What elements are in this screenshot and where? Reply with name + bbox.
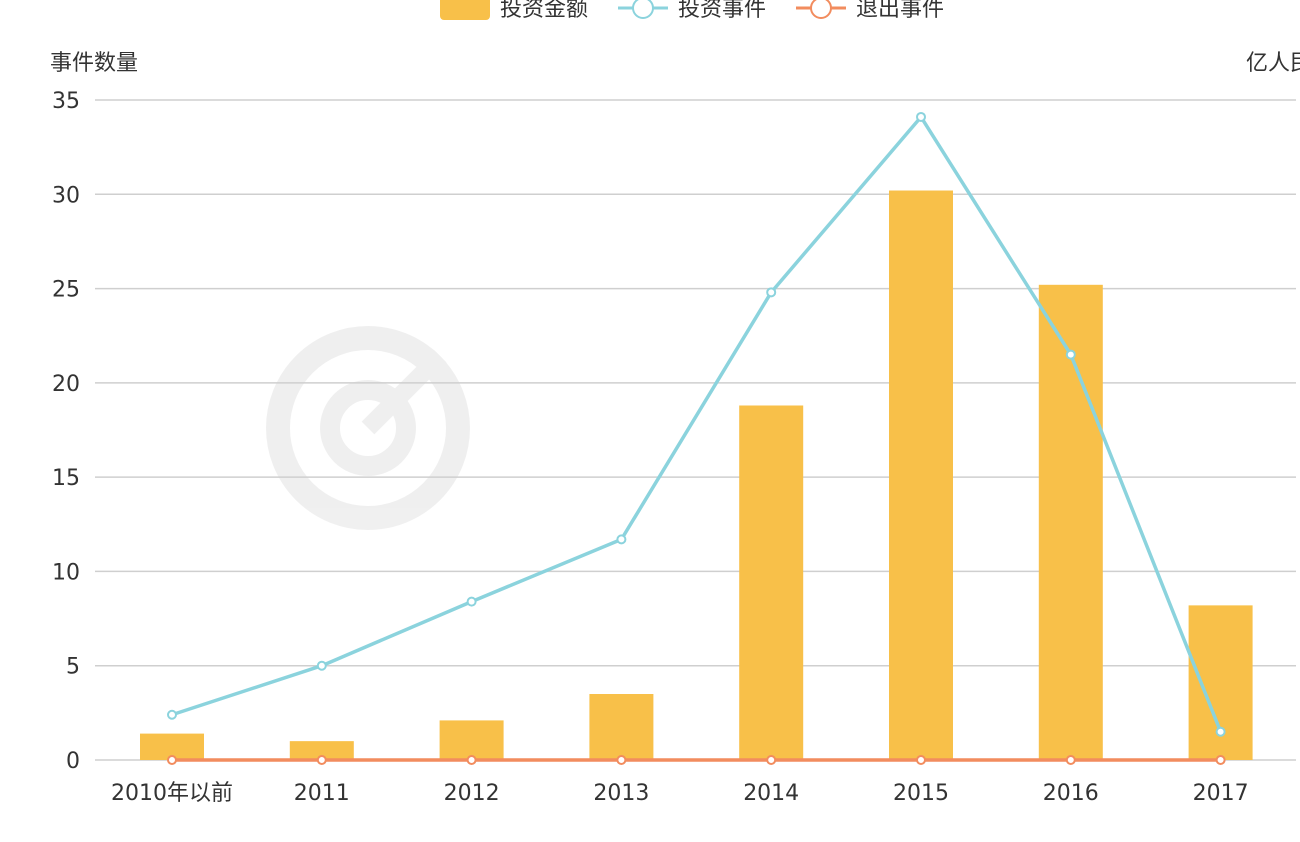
bar — [289, 741, 354, 760]
watermark — [266, 326, 470, 530]
bar-series — [140, 190, 1253, 760]
data-point — [316, 755, 327, 765]
y-tick-label: 35 — [52, 89, 80, 114]
x-tick-label: 2016 — [1043, 781, 1099, 806]
y-axis-ticks: 0 5 10 15 20 25 30 35 — [52, 89, 80, 774]
data-point — [1065, 349, 1076, 360]
x-tick-label: 2012 — [444, 781, 500, 806]
x-tick-label: 2013 — [593, 781, 649, 806]
data-point — [766, 755, 777, 765]
legend-swatch-marker — [632, 0, 654, 19]
data-point — [616, 755, 627, 765]
y2-axis-label: 亿人民币 — [1246, 51, 1300, 76]
x-tick-label: 2015 — [893, 781, 949, 806]
legend-label: 投资金额 — [500, 0, 588, 22]
y-tick-label: 30 — [52, 183, 80, 208]
legend-label: 投资事件 — [678, 0, 766, 22]
line-series — [167, 111, 1226, 765]
x-tick-label: 2014 — [743, 781, 799, 806]
legend-label: 退出事件 — [856, 0, 944, 22]
data-point — [167, 709, 177, 720]
data-point — [1065, 755, 1076, 765]
y-tick-label: 20 — [52, 372, 80, 397]
y-axis-label: 事件数量 — [50, 51, 138, 76]
y-tick-label: 15 — [52, 466, 80, 491]
data-point — [616, 534, 627, 545]
y-tick-label: 10 — [52, 560, 80, 585]
x-tick-label: 2010年以前 — [111, 781, 233, 806]
data-point — [466, 755, 477, 765]
y-tick-label: 5 — [66, 655, 80, 680]
bar — [439, 720, 504, 760]
series-line — [171, 115, 1223, 733]
bar — [1038, 284, 1103, 760]
data-point — [316, 660, 327, 671]
legend-swatch-bar — [440, 0, 490, 20]
bar — [889, 190, 953, 760]
data-point — [1215, 755, 1226, 765]
data-point — [916, 111, 926, 122]
bar — [589, 694, 654, 760]
data-point — [766, 287, 777, 298]
x-tick-label: 2017 — [1193, 781, 1249, 806]
data-point — [916, 755, 926, 765]
data-point — [167, 755, 177, 765]
y-tick-label: 25 — [52, 278, 80, 303]
bar — [1188, 605, 1253, 760]
y-tick-label: 0 — [66, 749, 80, 774]
x-axis-ticks: 2010年以前 2011 2012 2013 2014 2015 2016 2017 — [111, 781, 1249, 806]
data-point — [466, 596, 477, 607]
bar — [739, 405, 804, 760]
x-tick-label: 2011 — [294, 781, 350, 806]
legend-swatch-marker — [810, 0, 832, 19]
legend: 投资金额 投资事件 退出事件 — [440, 0, 944, 22]
data-point — [1215, 726, 1226, 737]
